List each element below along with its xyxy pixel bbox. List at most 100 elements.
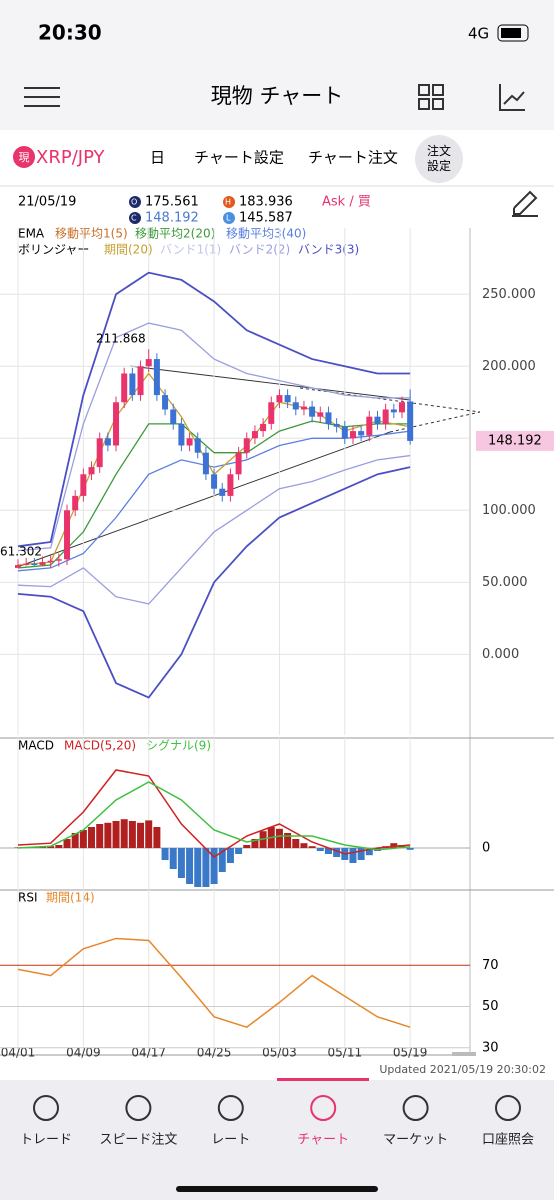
x-tick-label: 04/17 [131, 1046, 166, 1060]
trend-line [389, 411, 481, 433]
nav-label[interactable]: スピード注文 [99, 1133, 177, 1148]
nav-label[interactable]: チャート [297, 1133, 349, 1148]
h-mark: H [225, 198, 231, 207]
rsi-period: 期間(14) [46, 891, 95, 905]
nav-label[interactable]: トレード [20, 1133, 72, 1148]
candle-body [243, 438, 250, 453]
o-mark: O [131, 198, 137, 207]
x-tick-label: 05/03 [262, 1046, 297, 1060]
candle-body [398, 402, 405, 413]
macd-line [17, 769, 411, 858]
x-tick-label: 05/11 [328, 1046, 363, 1060]
macd-bar [202, 848, 210, 887]
candle-body [407, 401, 414, 441]
macd-bar [300, 843, 308, 848]
chart-order[interactable]: チャート注文 [308, 149, 398, 167]
ask[interactable]: Ask / 買 [322, 195, 371, 210]
rsi-title: RSI [18, 891, 38, 905]
macd-line [17, 781, 411, 851]
nav-label[interactable]: レート [211, 1133, 250, 1148]
interval[interactable]: 日 [150, 149, 165, 167]
battery [497, 24, 529, 42]
candle-body [374, 416, 381, 424]
candle-body [96, 438, 103, 468]
macd-title: MACD [18, 739, 54, 753]
open: 175.561 [145, 195, 199, 210]
legend-ema3: 移動平均3(40) [226, 227, 306, 241]
candle-body [23, 563, 30, 566]
candle-body [382, 409, 389, 424]
top-bar [0, 0, 554, 130]
macd-bar [153, 827, 161, 848]
y-tick-label: 250.000 [482, 287, 536, 302]
candle-body [366, 416, 373, 436]
indicator-line [17, 466, 411, 699]
min-label: 61.302 [0, 545, 42, 559]
y-tick-label: 70 [482, 958, 499, 973]
nav-icon[interactable] [33, 1095, 59, 1121]
nav-label[interactable]: 口座照会 [482, 1133, 534, 1148]
candle-body [349, 431, 356, 439]
macd-bar [292, 839, 300, 848]
nav-icon[interactable] [402, 1095, 429, 1121]
price-tag-bg [476, 430, 554, 451]
macd-bar [243, 845, 251, 848]
candle-body [31, 563, 38, 566]
legend-band1: バンド1(1) [160, 243, 221, 257]
price-tag: 148.192 [488, 433, 542, 448]
candle-body [227, 474, 234, 496]
chart-settings[interactable]: チャート設定 [194, 149, 284, 167]
pair[interactable]: XRP/JPY [36, 147, 106, 168]
network: 4G [468, 25, 489, 43]
candle-body [178, 423, 185, 446]
macd-bar [210, 848, 218, 884]
macd-bar [161, 848, 169, 860]
macd-bar [218, 848, 226, 872]
macd-bar [324, 848, 332, 854]
candle-body [284, 395, 291, 403]
y-tick-label: 0 [482, 841, 490, 856]
x-tick-label: 04/09 [66, 1046, 101, 1060]
indicator-line [17, 322, 411, 552]
macd-bar [390, 843, 398, 848]
chart-icon[interactable] [499, 84, 525, 111]
candle-body [202, 452, 209, 475]
edit-icon[interactable] [512, 190, 538, 217]
nav-label[interactable]: マーケット [383, 1133, 448, 1148]
layout-icon[interactable] [418, 84, 444, 110]
candle-body [251, 431, 258, 439]
macd-bar [406, 848, 414, 850]
macd-bar [47, 846, 55, 848]
macd-bar [194, 848, 202, 887]
menu-icon[interactable] [24, 87, 60, 107]
candle-body [309, 406, 316, 417]
macd-bar [71, 833, 79, 848]
nav-icon[interactable] [217, 1095, 244, 1121]
candle-body [235, 452, 242, 475]
candle-body [88, 467, 95, 475]
nav-icon[interactable] [310, 1095, 337, 1121]
macd-bar [349, 848, 357, 863]
candle-body [137, 366, 144, 396]
header-title: 現物 チャート [211, 84, 343, 108]
l-mark: L [226, 214, 231, 223]
candle-body [268, 402, 275, 424]
macd-bar [120, 819, 128, 848]
order-settings[interactable]: 注文設定 [427, 143, 451, 173]
candle-body [47, 560, 54, 563]
indicator-line [17, 271, 411, 548]
pair-badge: 現 [19, 151, 30, 164]
x-tick-label: 04/01 [1, 1046, 36, 1060]
legend-bollinger: ボリンジャー [18, 243, 89, 257]
scroll-handle[interactable] [452, 1052, 476, 1056]
high: 183.936 [239, 195, 293, 210]
candle-body [80, 474, 87, 496]
candle-body [121, 373, 128, 403]
candle-body [113, 402, 120, 446]
macd-bar [357, 848, 365, 860]
nav-icon[interactable] [125, 1095, 152, 1121]
macd-bar [169, 848, 177, 869]
nav-icon[interactable] [495, 1095, 521, 1121]
trend-line [19, 431, 391, 567]
order-settings-bg[interactable] [415, 135, 463, 183]
